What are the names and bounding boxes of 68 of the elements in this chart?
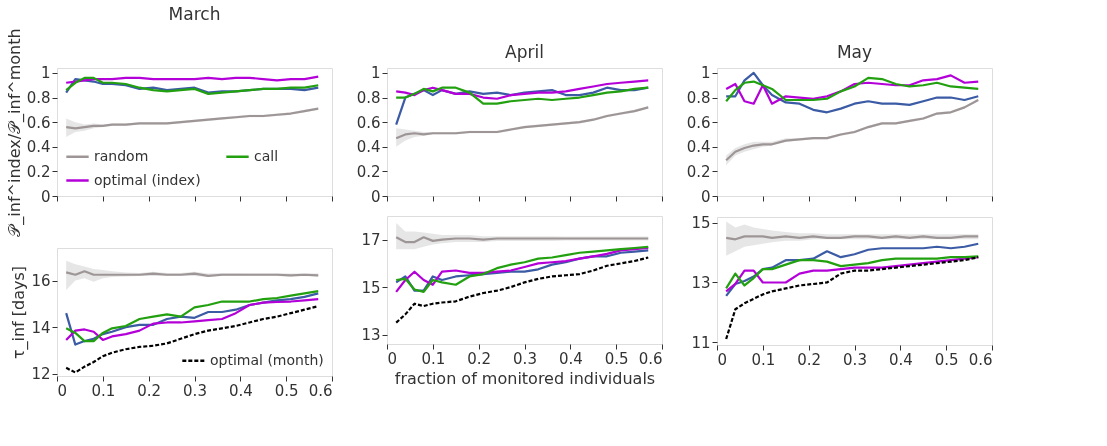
y-tick-label: 1 (700, 64, 711, 83)
y-tick-label: 1 (370, 64, 381, 83)
chart-title: March (168, 3, 221, 24)
y-tick-label: 11 (691, 333, 711, 352)
legend-label: random (94, 147, 149, 164)
y-tick-label: 1 (40, 64, 51, 83)
x-tick-label: 0.3 (183, 381, 207, 400)
x-tick-label: 0.2 (137, 381, 162, 400)
x-tick-label: 0.1 (421, 349, 446, 368)
y-tick-label: 0.6 (356, 113, 381, 132)
chart-title: April (505, 41, 544, 62)
y-tick-label: 0 (700, 187, 711, 206)
line-series (725, 256, 980, 341)
line-series (395, 106, 650, 140)
x-tick-label: 0.6 (638, 349, 663, 368)
y-axis-title: 𝒫_inf^index/𝒫_inf^month (4, 28, 25, 237)
y-tick-label: 15 (361, 278, 381, 297)
chart-title: May (836, 41, 873, 62)
y-tick-label: 0 (370, 187, 381, 206)
y-tick-label: 0.6 (686, 113, 711, 132)
y-axis-title: τ_inf [days] (9, 265, 30, 360)
legend-label: optimal (month) (210, 351, 324, 368)
y-tick-label: 0 (40, 187, 51, 206)
y-tick-label: 0.2 (686, 162, 711, 181)
y-tick-label: 13 (691, 273, 711, 292)
line-series (65, 107, 320, 130)
legend-label: call (254, 147, 279, 164)
y-tick-label: 0.2 (26, 162, 51, 181)
y-tick-label: 0.4 (356, 138, 381, 157)
x-tick-label: 0.5 (274, 381, 299, 400)
y-tick-label: 12 (31, 365, 51, 384)
x-tick-label: 0.3 (843, 350, 867, 369)
x-tick-label: 0 (57, 381, 68, 400)
line-series (395, 86, 650, 105)
y-tick-label: 0.8 (356, 89, 381, 108)
x-tick-label: 0.2 (467, 349, 492, 368)
line-series (65, 298, 320, 342)
y-tick-label: 0.4 (686, 138, 711, 157)
y-tick-label: 17 (361, 231, 381, 250)
y-tick-label: 0.8 (26, 89, 51, 108)
x-tick-label: 0.5 (934, 350, 959, 369)
x-tick-label: 0.4 (228, 381, 253, 400)
y-tick-label: 0.2 (356, 162, 381, 181)
x-tick-label: 0.4 (888, 350, 913, 369)
line-series (395, 256, 650, 324)
x-tick-label: 0 (717, 350, 728, 369)
x-tick-label: 0.6 (968, 350, 993, 369)
x-tick-label: 0.3 (513, 349, 537, 368)
line-series (65, 75, 320, 84)
x-tick-label: 0 (387, 349, 398, 368)
y-tick-label: 16 (31, 272, 51, 291)
y-tick-label: 13 (361, 326, 381, 345)
x-axis-title: fraction of monitored individuals (394, 368, 656, 388)
x-tick-label: 0.1 (91, 381, 116, 400)
line-series (395, 79, 650, 100)
y-tick-label: 14 (31, 318, 51, 337)
y-tick-label: 0.6 (26, 113, 51, 132)
legend-label: optimal (index) (94, 171, 201, 188)
line-series (725, 71, 980, 114)
x-tick-label: 0.6 (308, 381, 333, 400)
y-tick-label: 0.4 (26, 138, 51, 157)
x-tick-label: 0.4 (558, 349, 583, 368)
x-tick-label: 0.5 (604, 349, 629, 368)
y-tick-label: 15 (691, 214, 711, 233)
y-tick-label: 0.8 (686, 89, 711, 108)
x-tick-label: 0.2 (797, 350, 822, 369)
x-tick-label: 0.1 (751, 350, 776, 369)
line-series (725, 242, 980, 297)
